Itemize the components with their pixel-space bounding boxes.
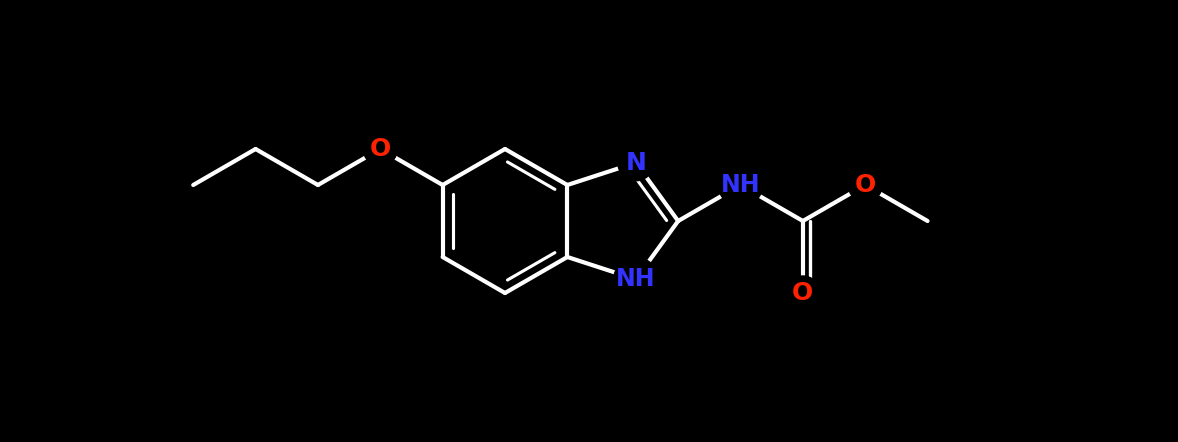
- Text: NH: NH: [616, 267, 656, 291]
- Text: O: O: [370, 137, 391, 161]
- Circle shape: [719, 163, 762, 207]
- Circle shape: [786, 276, 820, 310]
- Circle shape: [363, 132, 397, 166]
- Text: O: O: [854, 173, 875, 197]
- Text: NH: NH: [721, 173, 760, 197]
- Circle shape: [848, 168, 882, 202]
- Text: O: O: [793, 281, 814, 305]
- Text: N: N: [626, 151, 647, 175]
- Circle shape: [617, 145, 654, 181]
- Circle shape: [614, 257, 657, 301]
